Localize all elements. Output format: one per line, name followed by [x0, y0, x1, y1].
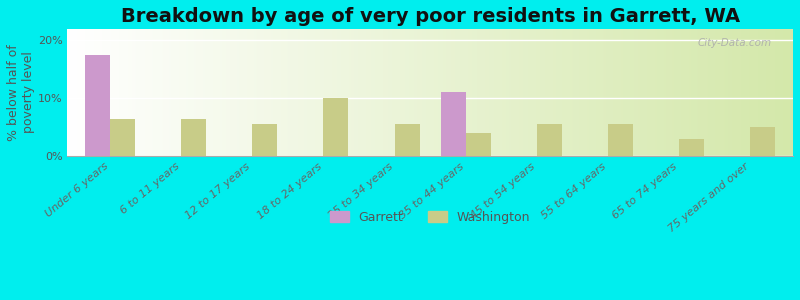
- Bar: [441, 92, 466, 156]
- Bar: [466, 133, 490, 156]
- Bar: [679, 139, 704, 156]
- Bar: [252, 124, 278, 156]
- Bar: [750, 127, 775, 156]
- Title: Breakdown by age of very poor residents in Garrett, WA: Breakdown by age of very poor residents …: [121, 7, 740, 26]
- Legend: Garrett, Washington: Garrett, Washington: [325, 206, 535, 229]
- Bar: [537, 124, 562, 156]
- Bar: [608, 124, 633, 156]
- Bar: [85, 55, 110, 156]
- Bar: [181, 118, 206, 156]
- Bar: [110, 118, 135, 156]
- Bar: [323, 98, 348, 156]
- Text: City-Data.com: City-Data.com: [697, 38, 771, 48]
- Bar: [394, 124, 419, 156]
- Y-axis label: % below half of
poverty level: % below half of poverty level: [7, 44, 35, 141]
